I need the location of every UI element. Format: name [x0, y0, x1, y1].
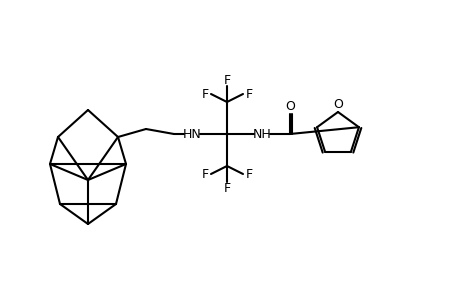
- Text: NH: NH: [252, 128, 271, 140]
- Text: F: F: [201, 167, 208, 181]
- Text: O: O: [285, 100, 294, 112]
- Text: O: O: [332, 98, 342, 110]
- Text: F: F: [201, 88, 208, 100]
- Text: HN: HN: [182, 128, 201, 140]
- Text: F: F: [223, 182, 230, 194]
- Text: F: F: [245, 167, 252, 181]
- Text: F: F: [245, 88, 252, 100]
- Text: F: F: [223, 74, 230, 86]
